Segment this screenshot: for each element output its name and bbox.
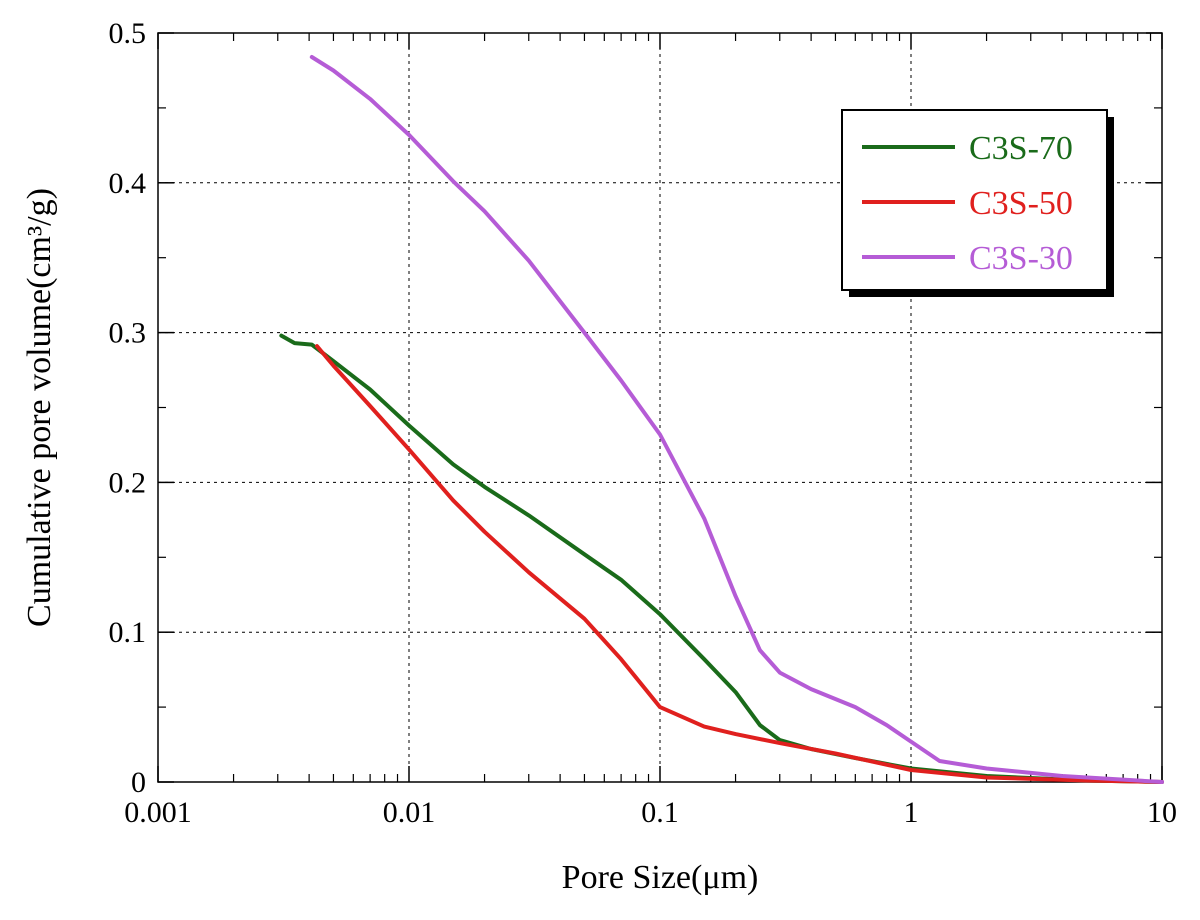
- y-axis-label: Cumulative pore volume(cm³/g): [21, 188, 58, 627]
- series-line-c3s-30: [309, 55, 1164, 784]
- y-tick-label: 0: [131, 766, 146, 799]
- legend: C3S-70 C3S-50 C3S-30: [841, 109, 1114, 297]
- x-tick-label: 10: [1147, 796, 1177, 829]
- y-tick-label: 0.4: [109, 167, 147, 200]
- x-tick-label: 0.1: [641, 796, 679, 829]
- series-line-c3s-50: [315, 344, 1164, 784]
- y-tick-label: 0.2: [109, 466, 147, 499]
- y-tick-label: 0.3: [109, 317, 147, 350]
- legend-label-c3s-30: C3S-30: [969, 240, 1073, 277]
- legend-box: [841, 109, 1108, 291]
- legend-label-c3s-70: C3S-70: [969, 130, 1073, 167]
- series-group: [279, 55, 1164, 784]
- y-tick-label: 0.1: [109, 616, 147, 649]
- x-axis-label: Pore Size(μm): [562, 859, 759, 896]
- y-tick-label: 0.5: [109, 17, 147, 50]
- x-tick-label: 1: [904, 796, 919, 829]
- legend-label-c3s-50: C3S-50: [969, 185, 1073, 222]
- x-tick-label: 0.001: [124, 796, 192, 829]
- grid: [158, 33, 1162, 782]
- tick-labels: 0.001 0.01 0.1 1 10 0 0.1 0.2 0.3 0.4 0.5: [109, 17, 1178, 829]
- x-tick-label: 0.01: [383, 796, 436, 829]
